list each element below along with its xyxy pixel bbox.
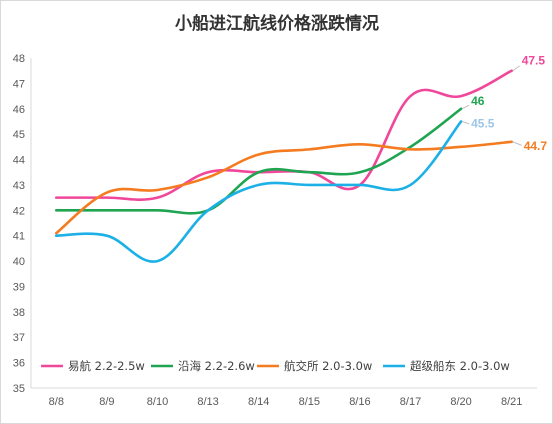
label-leader-line <box>512 65 520 72</box>
series-group <box>55 69 513 263</box>
y-tick-label: 45 <box>13 129 25 141</box>
series-line <box>55 140 513 235</box>
label-leader-line <box>461 104 470 110</box>
x-tick-label: 8/21 <box>501 396 522 408</box>
x-tick-label: 8/14 <box>248 396 269 408</box>
y-tick-label: 42 <box>13 205 25 217</box>
data-labels: 47.5 46 44.7 45.5 <box>461 54 548 153</box>
y-tick-label: 46 <box>13 104 25 116</box>
series-line <box>55 120 463 263</box>
series-end-label: 44.7 <box>524 139 548 153</box>
x-tick-label: 8/20 <box>450 396 471 408</box>
x-tick-label: 8/16 <box>349 396 370 408</box>
series-line <box>55 107 463 215</box>
y-tick-label: 43 <box>13 180 25 192</box>
y-tick-label: 39 <box>13 281 25 293</box>
legend-label: 沿海 2.2-2.6w <box>178 359 255 373</box>
series-end-label: 47.5 <box>522 54 546 68</box>
y-tick-label: 38 <box>13 307 25 319</box>
x-tick-label: 8/17 <box>400 396 421 408</box>
series-end-label: 46 <box>471 94 485 108</box>
x-tick-label: 8/13 <box>197 396 218 408</box>
y-tick-label: 44 <box>13 155 25 167</box>
x-tick-label: 8/9 <box>99 396 114 408</box>
series-line <box>55 69 513 201</box>
x-tick-label: 8/8 <box>49 396 64 408</box>
label-leader-line <box>512 141 522 146</box>
y-tick-label: 47 <box>13 78 25 90</box>
label-leader-line <box>461 120 470 125</box>
chart-title: 小船进江航线价格涨跌情况 <box>175 13 379 34</box>
x-tick-label: 8/10 <box>147 396 168 408</box>
legend-label: 易航 2.2-2.5w <box>68 359 145 373</box>
y-tick-label: 41 <box>13 231 25 243</box>
y-tick-label: 40 <box>13 256 25 268</box>
x-axis-ticks: 8/8 8/9 8/10 8/13 8/14 8/15 8/16 8/17 8/20 8/21 <box>49 396 523 408</box>
x-tick-label: 8/15 <box>299 396 320 408</box>
series-end-label: 45.5 <box>471 116 495 130</box>
legend-label: 超级船东 2.0-3.0w <box>410 359 510 373</box>
y-tick-label: 36 <box>13 358 25 370</box>
y-tick-label: 35 <box>13 383 25 395</box>
y-tick-label: 48 <box>13 53 25 65</box>
y-axis-ticks: 35 36 37 38 39 40 41 42 43 44 45 46 47 48 <box>13 53 25 395</box>
legend: 易航 2.2-2.5w 沿海 2.2-2.6w 航交所 2.0-3.0w 超级船东 2… <box>41 359 510 373</box>
legend-label: 航交所 2.0-3.0w <box>284 359 372 373</box>
y-tick-label: 37 <box>13 332 25 344</box>
